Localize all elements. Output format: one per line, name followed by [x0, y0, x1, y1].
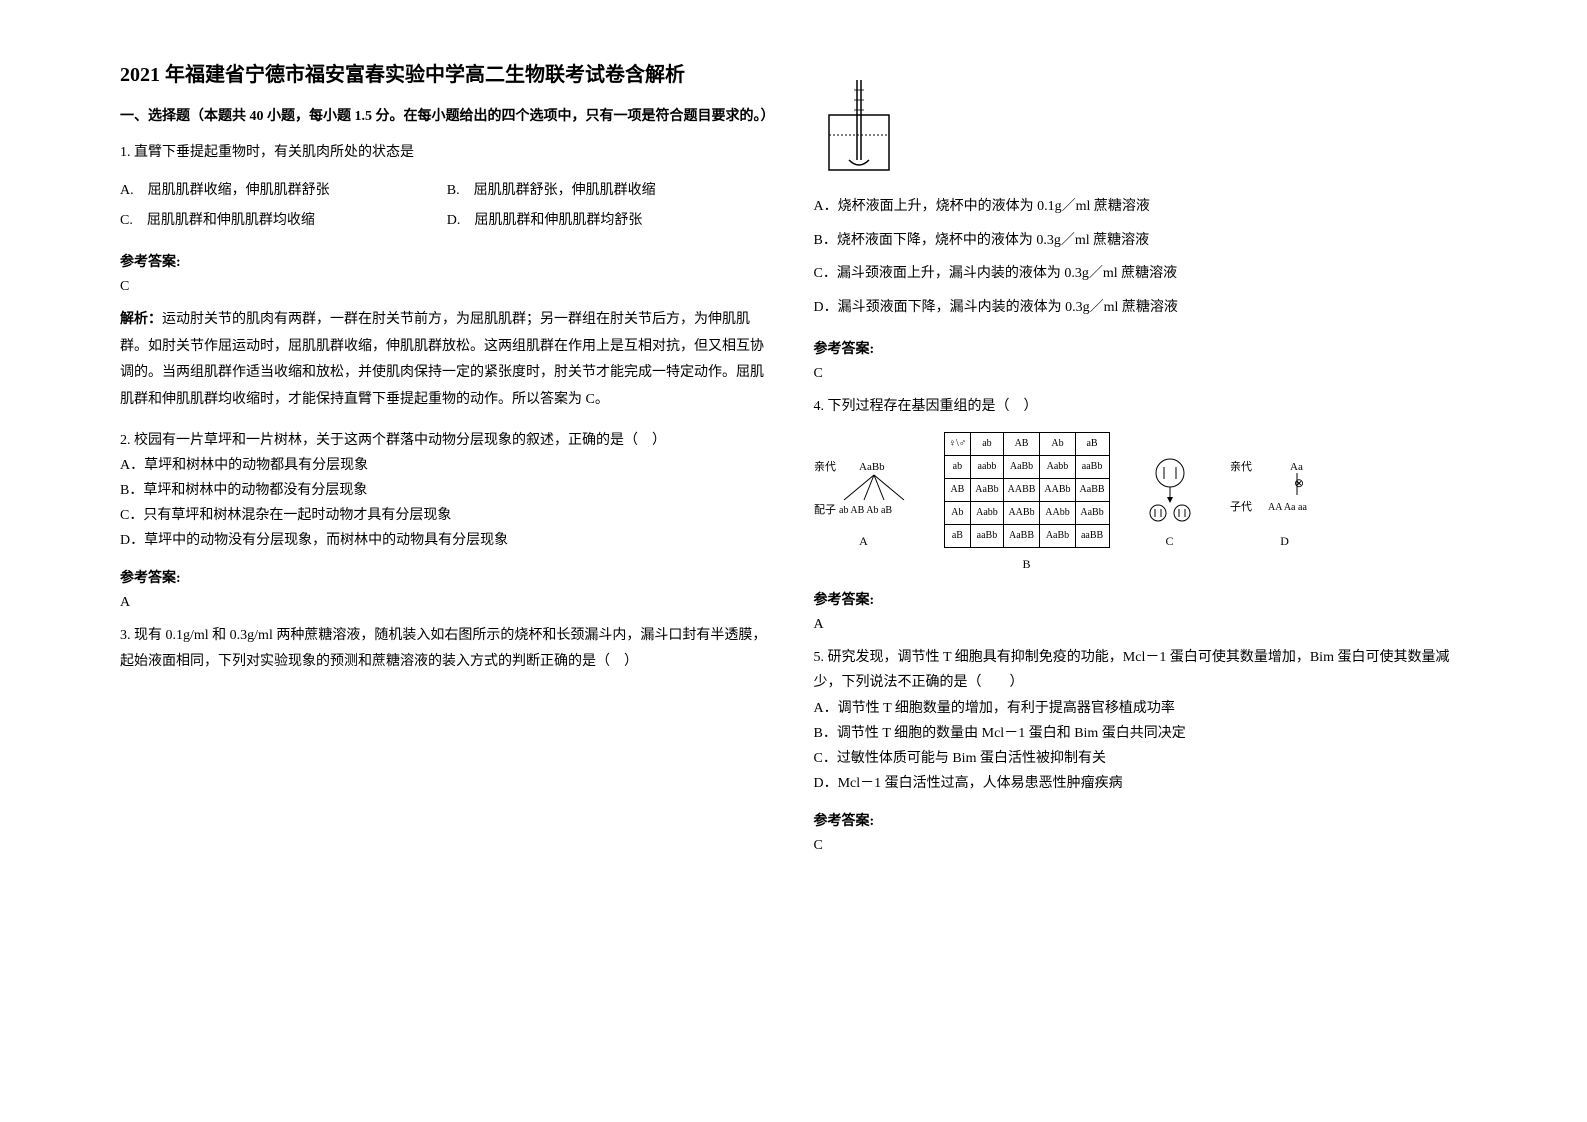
- q3-text: 3. 现有 0.1g/ml 和 0.3g/ml 两种蔗糖溶液，随机装入如右图所示…: [120, 623, 774, 673]
- q4-answer: A: [814, 617, 1468, 633]
- q4-diagrams: 亲代 AaBb 配子 ab AB Ab aB A ♀\♂abABAbaB aba…: [814, 432, 1468, 576]
- child-d-label: 子代: [1230, 500, 1252, 513]
- q3-opt-a: A．烧杯液面上升，烧杯中的液体为 0.1g／ml 蔗糖溶液: [814, 190, 1468, 224]
- q5-opt-b: B．调节性 T 细胞的数量由 Mcl－1 蛋白和 Bim 蛋白共同决定: [814, 721, 1468, 746]
- self-cross-icon: ⊗: [1294, 476, 1304, 490]
- q2-opt-b: B．草坪和树林中的动物都没有分层现象: [120, 478, 774, 503]
- parent-d-label: 亲代: [1230, 459, 1252, 473]
- q4-diagram-d: 亲代 Aa ⊗ 子代 AA Aa aa D: [1230, 455, 1340, 553]
- children-d: AA Aa aa: [1268, 502, 1307, 513]
- punnett-cell: Ab: [944, 501, 971, 524]
- q3-answer-label: 参考答案:: [814, 338, 1468, 358]
- punnett-cell: AaBb: [1040, 524, 1075, 547]
- punnett-cell: aB: [944, 524, 971, 547]
- left-column: 2021 年福建省宁德市福安富春实验中学高二生物联考试卷含解析 一、选择题（本题…: [100, 60, 794, 1062]
- beaker-diagram: [814, 70, 904, 180]
- q5-answer: C: [814, 838, 1468, 854]
- punnett-cell: AABb: [1003, 501, 1040, 524]
- q1-explain-label: 解析：: [120, 312, 162, 327]
- q1-explain-text: 运动肘关节的肌肉有两群，一群在肘关节前方，为屈肌肌群；另一群组在肘关节后方，为伸…: [120, 312, 764, 407]
- q4-diagram-c: C: [1140, 455, 1200, 553]
- punnett-cell: ab: [944, 455, 971, 478]
- q1-opt-d: D. 屈肌肌群和伸肌肌群均舒张: [447, 206, 774, 237]
- parent-geno: AaBb: [859, 461, 885, 473]
- punnett-cell: Aabb: [971, 501, 1003, 524]
- right-column: A．烧杯液面上升，烧杯中的液体为 0.1g／ml 蔗糖溶液 B．烧杯液面下降，烧…: [794, 60, 1488, 1062]
- page-title: 2021 年福建省宁德市福安富春实验中学高二生物联考试卷含解析: [120, 60, 774, 90]
- q3-opt-b: B．烧杯液面下降，烧杯中的液体为 0.3g／ml 蔗糖溶液: [814, 224, 1468, 258]
- question-2: 2. 校园有一片草坪和一片树林，关于这两个群落中动物分层现象的叙述，正确的是（ …: [120, 428, 774, 554]
- punnett-header: Ab: [1040, 432, 1075, 455]
- punnett-cell: AaBB: [1075, 478, 1109, 501]
- q2-answer-label: 参考答案:: [120, 567, 774, 587]
- q1-answer-label: 参考答案:: [120, 251, 774, 271]
- gamete-label: 配子: [814, 503, 836, 516]
- punnett-header: ab: [971, 432, 1003, 455]
- punnett-cell: AABB: [1003, 478, 1040, 501]
- q5-opt-c: C．过敏性体质可能与 Bim 蛋白活性被抑制有关: [814, 746, 1468, 771]
- punnett-cell: aaBb: [1075, 455, 1109, 478]
- q4-label-d: D: [1280, 531, 1289, 553]
- section-header: 一、选择题（本题共 40 小题，每小题 1.5 分。在每小题给出的四个选项中，只…: [120, 106, 774, 128]
- punnett-header: aB: [1075, 432, 1109, 455]
- q3-options: A．烧杯液面上升，烧杯中的液体为 0.1g／ml 蔗糖溶液 B．烧杯液面下降，烧…: [814, 190, 1468, 324]
- punnett-cell: AABb: [1040, 478, 1075, 501]
- q3-answer: C: [814, 366, 1468, 382]
- punnett-cell: aabb: [971, 455, 1003, 478]
- punnett-cell: AaBb: [1003, 455, 1040, 478]
- punnett-cell: AB: [944, 478, 971, 501]
- q2-answer: A: [120, 595, 774, 611]
- q5-opt-a: A．调节性 T 细胞数量的增加，有利于提高器官移植成功率: [814, 696, 1468, 721]
- q1-opt-b: B. 屈肌肌群舒张，伸肌肌群收缩: [447, 176, 774, 207]
- q3-opt-d: D．漏斗颈液面下降，漏斗内装的液体为 0.3g／ml 蔗糖溶液: [814, 291, 1468, 325]
- punnett-cell: AaBb: [971, 478, 1003, 501]
- q1-options: A. 屈肌肌群收缩，伸肌肌群舒张 B. 屈肌肌群舒张，伸肌肌群收缩 C. 屈肌肌…: [120, 176, 774, 238]
- parent-d-geno: Aa: [1290, 461, 1303, 473]
- q5-text: 5. 研究发现，调节性 T 细胞具有抑制免疫的功能，Mcl－1 蛋白可使其数量增…: [814, 645, 1468, 695]
- punnett-header: ♀\♂: [944, 432, 971, 455]
- q3-opt-c: C．漏斗颈液面上升，漏斗内装的液体为 0.3g／ml 蔗糖溶液: [814, 257, 1468, 291]
- q1-explanation: 解析：运动肘关节的肌肉有两群，一群在肘关节前方，为屈肌肌群；另一群组在肘关节后方…: [120, 307, 774, 413]
- parent-label: 亲代: [814, 459, 836, 473]
- question-1: 1. 直臂下垂提起重物时，有关肌肉所处的状态是 A. 屈肌肌群收缩，伸肌肌群舒张…: [120, 140, 774, 237]
- punnett-cell: aaBB: [1075, 524, 1109, 547]
- punnett-cell: AAbb: [1040, 501, 1075, 524]
- punnett-cell: AaBB: [1003, 524, 1040, 547]
- question-3: 3. 现有 0.1g/ml 和 0.3g/ml 两种蔗糖溶液，随机装入如右图所示…: [120, 623, 774, 673]
- q1-opt-c: C. 屈肌肌群和伸肌肌群均收缩: [120, 206, 447, 237]
- q4-text: 4. 下列过程存在基因重组的是（ ）: [814, 394, 1468, 419]
- q2-opt-c: C．只有草坪和树林混杂在一起时动物才具有分层现象: [120, 503, 774, 528]
- q4-diagram-a: 亲代 AaBb 配子 ab AB Ab aB A: [814, 455, 914, 553]
- q1-text: 1. 直臂下垂提起重物时，有关肌肉所处的状态是: [120, 140, 774, 165]
- q1-answer: C: [120, 279, 774, 295]
- q2-text: 2. 校园有一片草坪和一片树林，关于这两个群落中动物分层现象的叙述，正确的是（ …: [120, 428, 774, 453]
- question-5: 5. 研究发现，调节性 T 细胞具有抑制免疫的功能，Mcl－1 蛋白可使其数量增…: [814, 645, 1468, 796]
- q2-opt-d: D．草坪中的动物没有分层现象，而树林中的动物具有分层现象: [120, 528, 774, 553]
- q2-opt-a: A．草坪和树林中的动物都具有分层现象: [120, 453, 774, 478]
- q4-label-c: C: [1166, 531, 1174, 553]
- punnett-cell: Aabb: [1040, 455, 1075, 478]
- punnett-cell: aaBb: [971, 524, 1003, 547]
- gametes-text: ab AB Ab aB: [839, 505, 892, 516]
- q4-diagram-b: ♀\♂abABAbaB abaabbAaBbAabbaaBbABAaBbAABB…: [944, 432, 1110, 576]
- punnett-square: ♀\♂abABAbaB abaabbAaBbAabbaaBbABAaBbAABB…: [944, 432, 1110, 548]
- punnett-header: AB: [1003, 432, 1040, 455]
- q4-label-a: A: [859, 531, 868, 553]
- q4-answer-label: 参考答案:: [814, 589, 1468, 609]
- question-4: 4. 下列过程存在基因重组的是（ ） 亲代 AaBb 配子 ab AB Ab a…: [814, 394, 1468, 575]
- q1-opt-a: A. 屈肌肌群收缩，伸肌肌群舒张: [120, 176, 447, 207]
- q5-answer-label: 参考答案:: [814, 810, 1468, 830]
- q4-label-b: B: [1023, 554, 1031, 576]
- q5-opt-d: D．Mcl－1 蛋白活性过高，人体易患恶性肿瘤疾病: [814, 771, 1468, 796]
- punnett-cell: AaBb: [1075, 501, 1109, 524]
